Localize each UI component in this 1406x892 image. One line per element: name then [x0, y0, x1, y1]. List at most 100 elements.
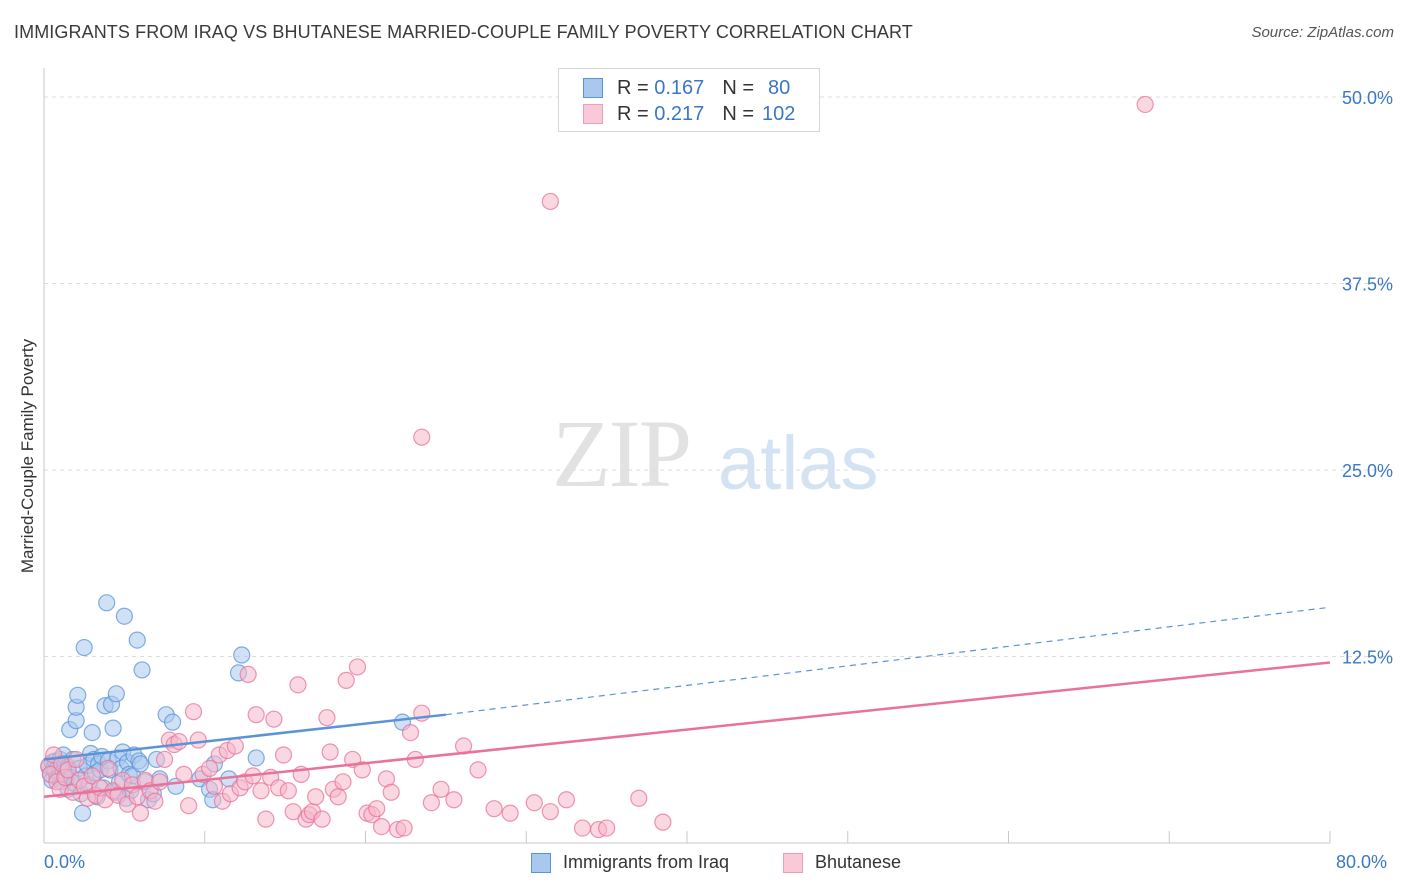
iraq-swatch: [583, 78, 603, 98]
bhutanese-point: [501, 804, 519, 822]
legend-row-iraq: R = 0.167 N = 80: [583, 75, 790, 101]
bhutanese-point: [146, 792, 164, 810]
bhutanese-point: [83, 767, 101, 785]
y-tick-label: 25.0%: [1342, 461, 1393, 481]
bhutanese-point: [284, 803, 302, 821]
x-tick-max: 80.0%: [1336, 852, 1388, 872]
bhutanese-point: [67, 750, 85, 769]
legend-item-bhutanese[interactable]: Bhutanese: [783, 852, 901, 873]
iraq-point: [98, 594, 116, 612]
iraq-point: [73, 804, 92, 822]
iraq-trend-line: [43, 713, 447, 761]
bhutanese-point: [382, 783, 400, 801]
bhutanese-point: [184, 703, 203, 721]
bhutanese-point: [247, 706, 265, 724]
bhutanese-point: [337, 671, 355, 689]
r-label: R =: [617, 76, 649, 99]
bhutanese-point: [422, 794, 441, 812]
watermark-atlas: atlas: [718, 421, 879, 506]
iraq-point: [69, 686, 87, 704]
r-value: 0.217: [654, 102, 705, 125]
bhutanese-swatch: [783, 852, 803, 873]
iraq-trend-extension: [445, 606, 1331, 716]
bhutanese-point: [469, 761, 487, 779]
bhutanese-swatch: [583, 104, 603, 124]
bhutanese-point: [257, 810, 275, 828]
iraq-point: [233, 646, 251, 664]
r-label: R =: [617, 102, 649, 125]
iraq-swatch: [531, 852, 551, 873]
bhutanese-point: [395, 819, 413, 837]
bhutanese-point: [432, 780, 450, 798]
chart-title: IMMIGRANTS FROM IRAQ VS BHUTANESE MARRIE…: [14, 22, 913, 42]
bhutanese-point: [252, 782, 270, 800]
bhutanese-point: [200, 759, 219, 778]
iraq-point: [247, 749, 265, 767]
iraq-point: [104, 719, 122, 737]
bhutanese-point: [541, 192, 559, 211]
bhutanese-point: [155, 750, 174, 769]
bhutanese-point: [226, 737, 244, 755]
bhutanese-trend-line: [43, 661, 1331, 798]
bhutanese-point: [598, 819, 616, 837]
bhutanese-point: [99, 759, 117, 778]
bhutanese-point: [541, 803, 559, 821]
n-label: N =: [722, 76, 754, 99]
bhutanese-point: [279, 782, 297, 800]
bhutanese-point: [654, 813, 672, 831]
y-tick-label: 50.0%: [1342, 88, 1393, 108]
watermark-zip: ZIP: [552, 400, 692, 507]
bhutanese-point: [307, 788, 325, 806]
bhutanese-point: [372, 817, 391, 836]
iraq-point: [83, 723, 101, 742]
bhutanese-point: [265, 710, 283, 728]
bhutanese-point: [239, 665, 257, 684]
source-label: Source: ZipAtlas.com: [1251, 24, 1394, 41]
bhutanese-point: [401, 723, 420, 742]
iraq-point: [115, 607, 133, 625]
bhutanese-point: [368, 800, 386, 818]
bhutanese-point: [557, 791, 576, 809]
bhutanese-point: [485, 800, 503, 818]
iraq-point: [131, 755, 150, 773]
bhutanese-point: [413, 428, 431, 446]
iraq-point: [107, 685, 125, 703]
legend-label: Bhutanese: [815, 852, 902, 872]
bhutanese-point: [180, 797, 198, 815]
correlation-legend: R = 0.167 N = 80 R = 0.217 N = 102: [558, 68, 820, 132]
bhutanese-point: [274, 746, 293, 764]
iraq-point: [133, 661, 151, 679]
bhutanese-point: [175, 765, 193, 783]
legend-item-iraq[interactable]: Immigrants from Iraq: [531, 852, 729, 873]
bhutanese-point: [151, 773, 169, 791]
r-value: 0.167: [654, 76, 705, 99]
bhutanese-point: [1136, 95, 1154, 114]
bhutanese-point: [573, 819, 592, 837]
y-axis-label: Married-Couple Family Poverty: [18, 338, 37, 574]
bhutanese-point: [321, 743, 339, 761]
legend-row-bhutanese: R = 0.217 N = 102: [583, 101, 795, 127]
iraq-point: [128, 631, 146, 649]
x-tick-min: 0.0%: [44, 852, 86, 872]
bhutanese-point: [170, 732, 188, 751]
bhutanese-point: [630, 789, 648, 807]
y-tick-label: 37.5%: [1342, 275, 1393, 295]
y-tick-label: 12.5%: [1342, 648, 1393, 668]
iraq-point: [164, 713, 182, 731]
bhutanese-point: [348, 658, 367, 676]
iraq-point: [75, 638, 93, 657]
n-label: N =: [722, 102, 754, 125]
bhutanese-point: [353, 761, 371, 779]
bhutanese-point: [131, 804, 150, 822]
bhutanese-point: [318, 709, 336, 727]
bhutanese-point: [525, 794, 543, 812]
bhutanese-point: [189, 731, 207, 749]
n-value: 102: [762, 102, 796, 125]
n-value: 80: [768, 76, 791, 99]
bhutanese-point: [313, 810, 331, 828]
bhutanese-point: [334, 773, 352, 791]
legend-label: Immigrants from Iraq: [563, 852, 730, 872]
bhutanese-point: [445, 791, 463, 809]
bhutanese-point: [329, 788, 347, 806]
